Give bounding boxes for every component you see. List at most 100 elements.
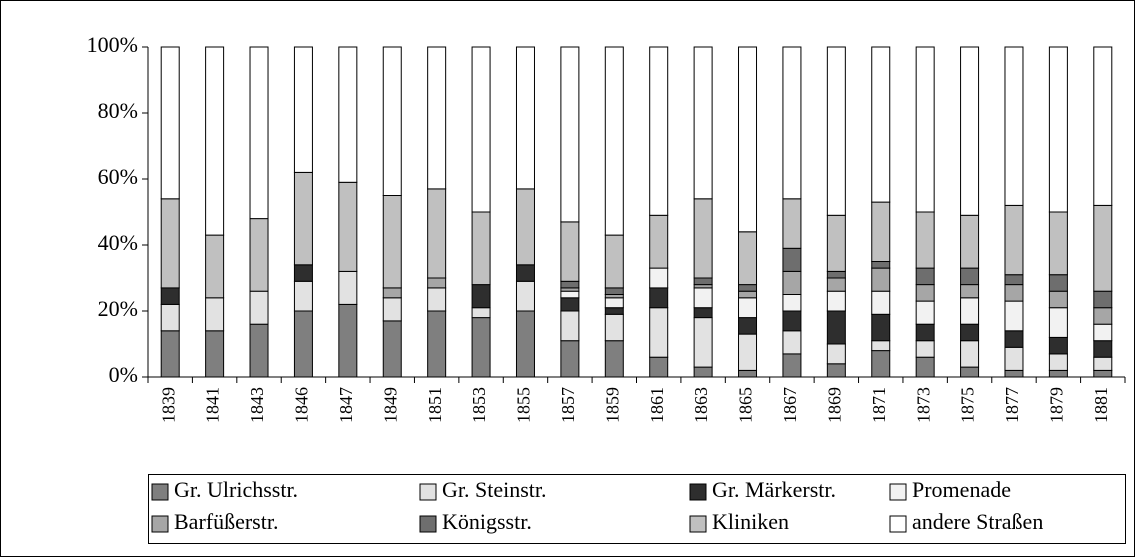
- legend-label: andere Straßen: [912, 509, 1043, 534]
- bar-segment: [382, 320, 402, 378]
- bar-segment: [249, 218, 269, 292]
- bar-segment: [560, 340, 580, 378]
- x-tick-label: 1839: [158, 387, 178, 423]
- bar-segment: [826, 290, 846, 312]
- legend-swatch: [151, 515, 169, 533]
- bar-segment: [915, 211, 935, 269]
- bar-segment: [1093, 323, 1113, 342]
- bar-segment: [826, 310, 846, 345]
- bar-segment: [382, 46, 402, 196]
- bar-segment: [427, 277, 447, 289]
- bar-segment: [1093, 369, 1113, 378]
- bar-segment: [871, 261, 891, 269]
- bar-segment: [960, 46, 980, 216]
- bar-segment: [205, 234, 225, 299]
- bar-segment: [738, 231, 758, 286]
- bar-segment: [649, 287, 669, 309]
- legend-label: Kliniken: [712, 509, 789, 534]
- bar-segment: [1093, 340, 1113, 358]
- bar-segment: [338, 181, 358, 272]
- bar-segment: [160, 303, 180, 332]
- bar-segment: [693, 366, 713, 378]
- legend-label: Barfüßerstr.: [174, 509, 278, 534]
- bar-segment: [160, 287, 180, 305]
- x-tick-label: 1841: [203, 387, 223, 423]
- bar-segment: [960, 267, 980, 286]
- bar-segment: [338, 270, 358, 305]
- bar-segment: [915, 267, 935, 286]
- bar-segment: [1093, 46, 1113, 206]
- bar-segment: [560, 290, 580, 299]
- x-tick-label: 1843: [247, 387, 267, 423]
- x-tick-label: 1847: [336, 387, 356, 423]
- bar-segment: [738, 290, 758, 299]
- legend-swatch: [689, 483, 707, 501]
- bar-segment: [1004, 46, 1024, 206]
- bar-segment: [1004, 330, 1024, 348]
- x-tick-label: 1857: [558, 387, 578, 423]
- bar-segment: [960, 340, 980, 368]
- x-tick-label: 1855: [514, 387, 534, 423]
- bar-segment: [871, 340, 891, 352]
- bar-segment: [515, 264, 535, 282]
- bar-segment: [560, 280, 580, 289]
- bar-segment: [693, 277, 713, 286]
- bar-segment: [915, 356, 935, 378]
- bar-segment: [249, 46, 269, 220]
- bar-segment: [160, 198, 180, 289]
- bar-segment: [205, 297, 225, 332]
- bar-segment: [1048, 307, 1068, 338]
- bar-segment: [960, 366, 980, 378]
- bar-segment: [738, 317, 758, 335]
- legend-swatch: [419, 483, 437, 501]
- bar-segment: [205, 330, 225, 378]
- x-tick-label: 1873: [913, 387, 933, 423]
- legend-swatch: [419, 515, 437, 533]
- bar-segment: [249, 290, 269, 325]
- bar-segment: [871, 290, 891, 315]
- bar-segment: [604, 307, 624, 315]
- bar-segment: [604, 287, 624, 295]
- bar-segment: [738, 46, 758, 233]
- bar-segment: [826, 277, 846, 292]
- bar-segment: [160, 330, 180, 378]
- bar-segment: [960, 214, 980, 269]
- bar-segment: [915, 323, 935, 342]
- bar-segment: [826, 343, 846, 365]
- x-tick-label: 1879: [1047, 387, 1067, 423]
- legend-swatch: [689, 515, 707, 533]
- bar-segment: [960, 284, 980, 299]
- bar-segment: [1048, 369, 1068, 378]
- bar-segment: [1048, 336, 1068, 355]
- bar-segment: [693, 287, 713, 309]
- bar-segment: [782, 310, 802, 332]
- bar-segment: [782, 247, 802, 272]
- bar-segment: [826, 270, 846, 279]
- x-tick-label: 1875: [958, 387, 978, 423]
- bar-segment: [382, 287, 402, 299]
- legend-label: Königsstr.: [442, 509, 532, 534]
- bar-segment: [1004, 346, 1024, 371]
- bar-segment: [338, 46, 358, 183]
- bar-segment: [160, 46, 180, 200]
- bar-segment: [826, 46, 846, 216]
- bar-segment: [871, 201, 891, 263]
- bar-segment: [427, 46, 447, 190]
- bar-segment: [693, 307, 713, 319]
- bar-segment: [915, 340, 935, 358]
- x-tick-label: 1881: [1091, 387, 1111, 423]
- bar-segment: [1048, 290, 1068, 309]
- bar-segment: [471, 317, 491, 378]
- x-tick-label: 1861: [647, 387, 667, 423]
- x-tick-label: 1849: [380, 387, 400, 423]
- bar-segment: [427, 310, 447, 378]
- bar-segment: [960, 323, 980, 342]
- bar-segment: [960, 297, 980, 325]
- bar-segment: [738, 284, 758, 292]
- bar-segment: [782, 270, 802, 295]
- bar-segment: [338, 303, 358, 378]
- y-tick-label: 40%: [98, 230, 138, 255]
- bar-segment: [1093, 307, 1113, 325]
- x-tick-label: 1851: [425, 387, 445, 423]
- legend-label: Gr. Steinstr.: [442, 477, 547, 502]
